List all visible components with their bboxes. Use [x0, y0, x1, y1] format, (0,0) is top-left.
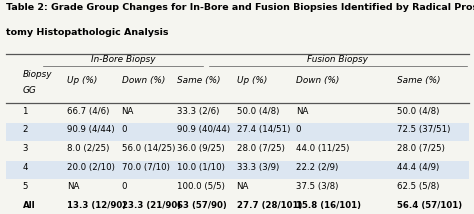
Text: 28.0 (7/25): 28.0 (7/25) — [237, 144, 284, 153]
Text: 2: 2 — [23, 125, 28, 134]
Text: 4: 4 — [23, 163, 28, 172]
Text: 1: 1 — [23, 107, 28, 116]
Text: 90.9 (4/44): 90.9 (4/44) — [67, 125, 115, 134]
Text: All: All — [23, 201, 35, 210]
Text: 70.0 (7/10): 70.0 (7/10) — [121, 163, 170, 172]
Bar — [6, 123, 469, 141]
Text: 23.3 (21/90): 23.3 (21/90) — [121, 201, 181, 210]
Text: 8.0 (2/25): 8.0 (2/25) — [67, 144, 109, 153]
Text: 0: 0 — [296, 125, 301, 134]
Text: 20.0 (2/10): 20.0 (2/10) — [67, 163, 115, 172]
Text: 50.0 (4/8): 50.0 (4/8) — [237, 107, 279, 116]
Text: tomy Histopathologic Analysis: tomy Histopathologic Analysis — [6, 28, 168, 37]
Text: 37.5 (3/8): 37.5 (3/8) — [296, 182, 338, 191]
Bar — [6, 160, 469, 179]
Text: 44.0 (11/25): 44.0 (11/25) — [296, 144, 349, 153]
Text: 56.4 (57/101): 56.4 (57/101) — [397, 201, 462, 210]
Text: NA: NA — [67, 182, 80, 191]
Text: 62.5 (5/8): 62.5 (5/8) — [397, 182, 439, 191]
Text: 10.0 (1/10): 10.0 (1/10) — [177, 163, 225, 172]
Text: 0: 0 — [121, 182, 127, 191]
Text: 27.4 (14/51): 27.4 (14/51) — [237, 125, 290, 134]
Text: 66.7 (4/6): 66.7 (4/6) — [67, 107, 109, 116]
Text: 5: 5 — [23, 182, 28, 191]
Text: Same (%): Same (%) — [177, 76, 221, 85]
Text: 36.0 (9/25): 36.0 (9/25) — [177, 144, 225, 153]
Text: 3: 3 — [23, 144, 28, 153]
Text: Same (%): Same (%) — [397, 76, 440, 85]
Text: Down (%): Down (%) — [121, 76, 165, 85]
Text: 33.3 (3/9): 33.3 (3/9) — [237, 163, 279, 172]
Text: GG: GG — [23, 86, 36, 95]
Text: Up (%): Up (%) — [67, 76, 98, 85]
Text: Down (%): Down (%) — [296, 76, 339, 85]
Text: 63 (57/90): 63 (57/90) — [177, 201, 227, 210]
Text: 44.4 (4/9): 44.4 (4/9) — [397, 163, 439, 172]
Text: 33.3 (2/6): 33.3 (2/6) — [177, 107, 219, 116]
Text: Table 2: Grade Group Changes for In-Bore and Fusion Biopsies Identified by Radic: Table 2: Grade Group Changes for In-Bore… — [6, 3, 474, 12]
Text: 22.2 (2/9): 22.2 (2/9) — [296, 163, 338, 172]
Text: 72.5 (37/51): 72.5 (37/51) — [397, 125, 450, 134]
Text: In-Bore Biopsy: In-Bore Biopsy — [91, 55, 155, 64]
Text: 27.7 (28/101): 27.7 (28/101) — [237, 201, 302, 210]
Text: NA: NA — [237, 182, 249, 191]
Text: 28.0 (7/25): 28.0 (7/25) — [397, 144, 445, 153]
Text: 56.0 (14/25): 56.0 (14/25) — [121, 144, 175, 153]
Text: Fusion Biopsy: Fusion Biopsy — [307, 55, 368, 64]
Text: 13.3 (12/90): 13.3 (12/90) — [67, 201, 126, 210]
Text: 50.0 (4/8): 50.0 (4/8) — [397, 107, 439, 116]
Text: Up (%): Up (%) — [237, 76, 267, 85]
Text: 15.8 (16/101): 15.8 (16/101) — [296, 201, 361, 210]
Text: 100.0 (5/5): 100.0 (5/5) — [177, 182, 225, 191]
Text: 90.9 (40/44): 90.9 (40/44) — [177, 125, 230, 134]
Text: 0: 0 — [121, 125, 127, 134]
Text: Biopsy: Biopsy — [23, 70, 52, 79]
Text: NA: NA — [296, 107, 308, 116]
Text: NA: NA — [121, 107, 134, 116]
